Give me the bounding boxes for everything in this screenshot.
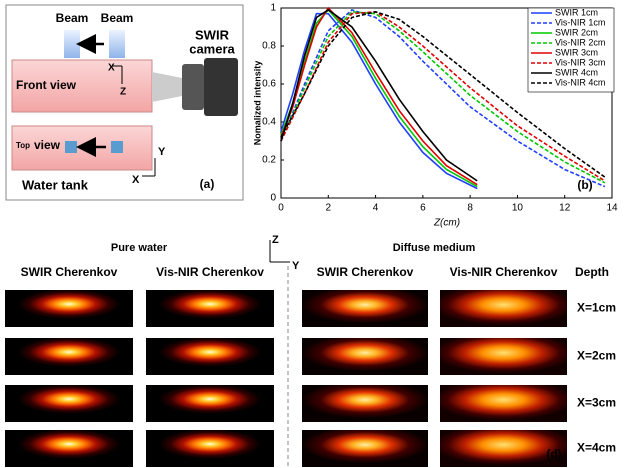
column-title: Vis-NIR Cherenkov	[450, 265, 558, 279]
cherenkov-image	[440, 290, 567, 327]
camera-label: camera	[189, 41, 235, 56]
legend-label: Vis-NIR 3cm	[555, 57, 605, 67]
row-label: X=2cm	[577, 349, 616, 363]
cherenkov-image	[146, 385, 274, 422]
column-title: SWIR Cherenkov	[317, 265, 414, 279]
x-tick-label: 6	[420, 203, 426, 214]
tank-front	[11, 59, 153, 113]
column-title: SWIR Cherenkov	[21, 265, 118, 279]
legend-label: SWIR 1cm	[555, 7, 598, 17]
legend-label: SWIR 3cm	[555, 47, 598, 57]
camera-body	[204, 58, 238, 116]
panel-label: (a)	[200, 177, 215, 191]
line-series	[280, 10, 606, 184]
beam	[109, 30, 125, 58]
legend-label: Vis-NIR 2cm	[555, 37, 605, 47]
line-series	[280, 12, 478, 190]
panel-label: (b)	[577, 178, 592, 192]
cherenkov-image	[302, 385, 428, 422]
line-series	[280, 8, 478, 182]
legend-label: Vis-NIR 1cm	[555, 17, 605, 27]
cherenkov-image	[146, 338, 274, 375]
x-tick-label: 12	[559, 203, 571, 214]
cherenkov-image	[302, 338, 428, 375]
beam	[64, 30, 80, 58]
line-series	[280, 10, 606, 178]
panels-cd: Z Y Pure water Diffuse medium Depth SWIR…	[5, 234, 616, 467]
cherenkov-image	[5, 338, 133, 375]
line-series	[280, 10, 606, 182]
legend-label: Vis-NIR 4cm	[555, 77, 605, 87]
y-tick-label: 0.6	[262, 79, 276, 90]
axis-label: Y	[158, 146, 166, 158]
plot-frame	[280, 7, 613, 199]
x-tick-label: 8	[467, 203, 473, 214]
beam-spot	[65, 141, 77, 153]
column-title: Vis-NIR Cherenkov	[156, 265, 264, 279]
camera-view	[152, 72, 182, 102]
line-series	[280, 8, 478, 188]
x-tick-label: 4	[373, 203, 379, 214]
row-label: X=3cm	[577, 396, 616, 410]
beam-label: Beam	[56, 11, 89, 25]
x-tick-label: 0	[278, 203, 284, 214]
y-tick-label: 0	[270, 193, 276, 204]
cherenkov-image	[440, 338, 567, 375]
y-tick-label: 0.4	[262, 117, 276, 128]
group-title: Diffuse medium	[393, 242, 476, 254]
x-axis-title: Z(cm)	[433, 218, 460, 229]
panel-b: Nomalized intensity Z(cm) (b) 0 2 4 6 8 10 12 1…	[252, 3, 618, 229]
axis-label: Z	[272, 234, 279, 246]
x-tick-label: 10	[512, 203, 524, 214]
axis-label: Z	[120, 87, 126, 98]
cherenkov-image	[5, 385, 133, 422]
tank-label: Water tank	[22, 177, 89, 192]
beam-label: Beam	[101, 11, 134, 25]
line-series	[280, 6, 478, 186]
panel-label: (c)	[253, 447, 268, 461]
line-series	[280, 8, 606, 188]
legend-label: SWIR 4cm	[555, 67, 598, 77]
cherenkov-image	[5, 290, 133, 327]
group-title: Pure water	[111, 242, 168, 254]
axis-label: X	[108, 63, 115, 74]
panel-label: (d)	[546, 447, 561, 461]
y-axis-title: Nomalized intensity	[252, 61, 262, 146]
cherenkov-image	[146, 430, 274, 467]
axis-label: X	[132, 174, 140, 186]
row-label: X=1cm	[577, 301, 616, 315]
y-tick-label: 0.2	[262, 155, 276, 166]
view-label: Top	[16, 141, 30, 150]
row-label: X=4cm	[577, 441, 616, 455]
axis-label: Y	[292, 260, 300, 272]
cherenkov-image	[5, 430, 133, 467]
column-title: Depth	[575, 265, 609, 279]
x-tick-label: 14	[606, 203, 618, 214]
camera-label: SWIR	[195, 27, 230, 42]
camera-lens	[182, 64, 204, 110]
panel-a: Beam Beam SWIR camera X Z Front view Top…	[5, 4, 244, 201]
legend-box	[527, 7, 615, 93]
cherenkov-image	[440, 385, 567, 422]
cherenkov-image	[440, 430, 567, 467]
y-tick-label: 0.8	[262, 41, 276, 52]
y-tick-label: 1	[270, 3, 276, 14]
view-label: view	[34, 138, 61, 152]
cherenkov-image	[302, 290, 428, 327]
legend-label: SWIR 2cm	[555, 27, 598, 37]
cherenkov-image	[146, 290, 274, 327]
view-label: Front view	[16, 78, 77, 92]
tank-top	[11, 125, 153, 171]
cherenkov-image	[302, 430, 428, 467]
x-tick-label: 2	[326, 203, 332, 214]
beam-spot	[111, 141, 123, 153]
